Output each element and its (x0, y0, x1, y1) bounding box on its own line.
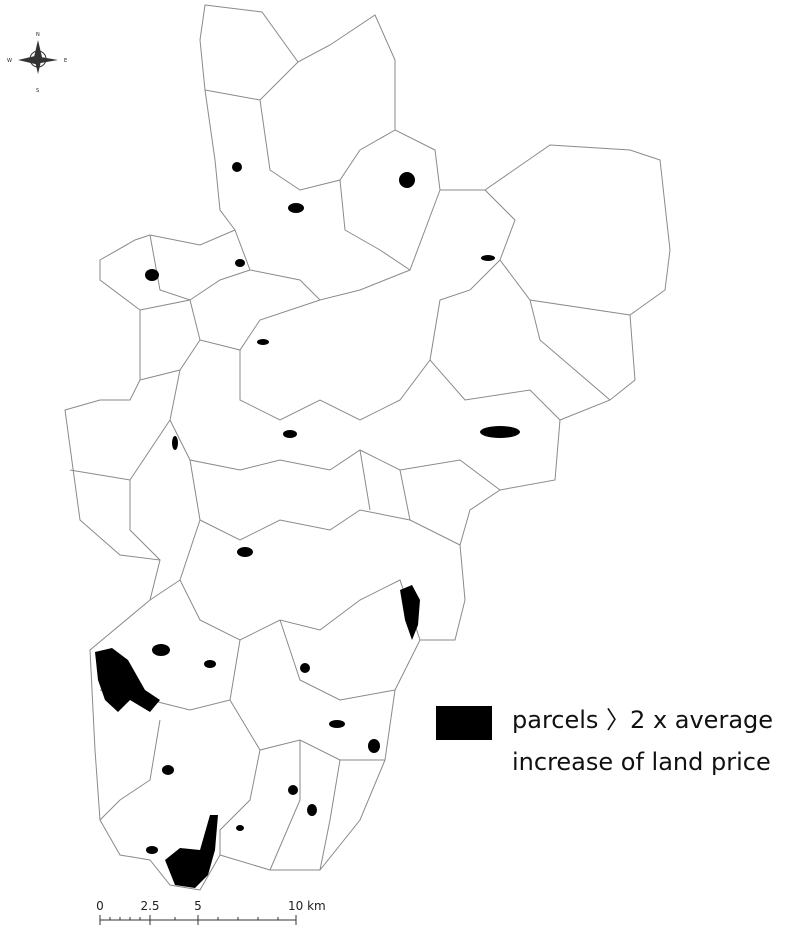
legend-label: increase of land price (512, 748, 771, 776)
compass-east: E (64, 58, 67, 64)
parcel (236, 825, 244, 831)
compass-south: S (36, 88, 39, 94)
parcel (204, 660, 216, 668)
scale-line (99, 915, 297, 925)
compass: N S E W (7, 32, 67, 94)
compass-rose (18, 40, 58, 74)
parcel (307, 804, 317, 816)
compass-north: N (36, 32, 40, 38)
parcel (235, 259, 245, 267)
boundaries (64, 4, 671, 891)
parcels (95, 162, 520, 888)
scale-label: 0 (96, 899, 104, 913)
parcel (145, 269, 159, 281)
parcel-cluster (400, 585, 420, 640)
parcel (329, 720, 345, 728)
parcel (300, 663, 310, 673)
scale-label: 2.5 (140, 899, 159, 913)
parcel (146, 846, 158, 854)
compass-west: W (7, 58, 12, 64)
parcel (152, 644, 170, 656)
parcel (162, 765, 174, 775)
parcel (257, 339, 269, 345)
parcel (288, 203, 304, 213)
scale-label: 10 km (288, 899, 326, 913)
scale-label: 5 (194, 899, 202, 913)
legend-label: parcels 〉2 x average (512, 706, 773, 734)
parcel-cluster (165, 815, 218, 888)
legend-swatch (436, 706, 492, 740)
parcel (172, 436, 178, 450)
parcel (481, 255, 495, 261)
parcel (480, 426, 520, 438)
compass-ring (29, 50, 47, 68)
scale-bar: 0 2.5 5 10 km (96, 899, 326, 925)
parcel (283, 430, 297, 438)
parcel (237, 547, 253, 557)
parcel (368, 739, 380, 753)
district-lines (69, 61, 631, 871)
parcel-cluster (95, 648, 160, 712)
parcel (288, 785, 298, 795)
parcel (232, 162, 242, 172)
legend: parcels 〉2 x average increase of land pr… (436, 706, 773, 776)
parcel (399, 172, 415, 188)
